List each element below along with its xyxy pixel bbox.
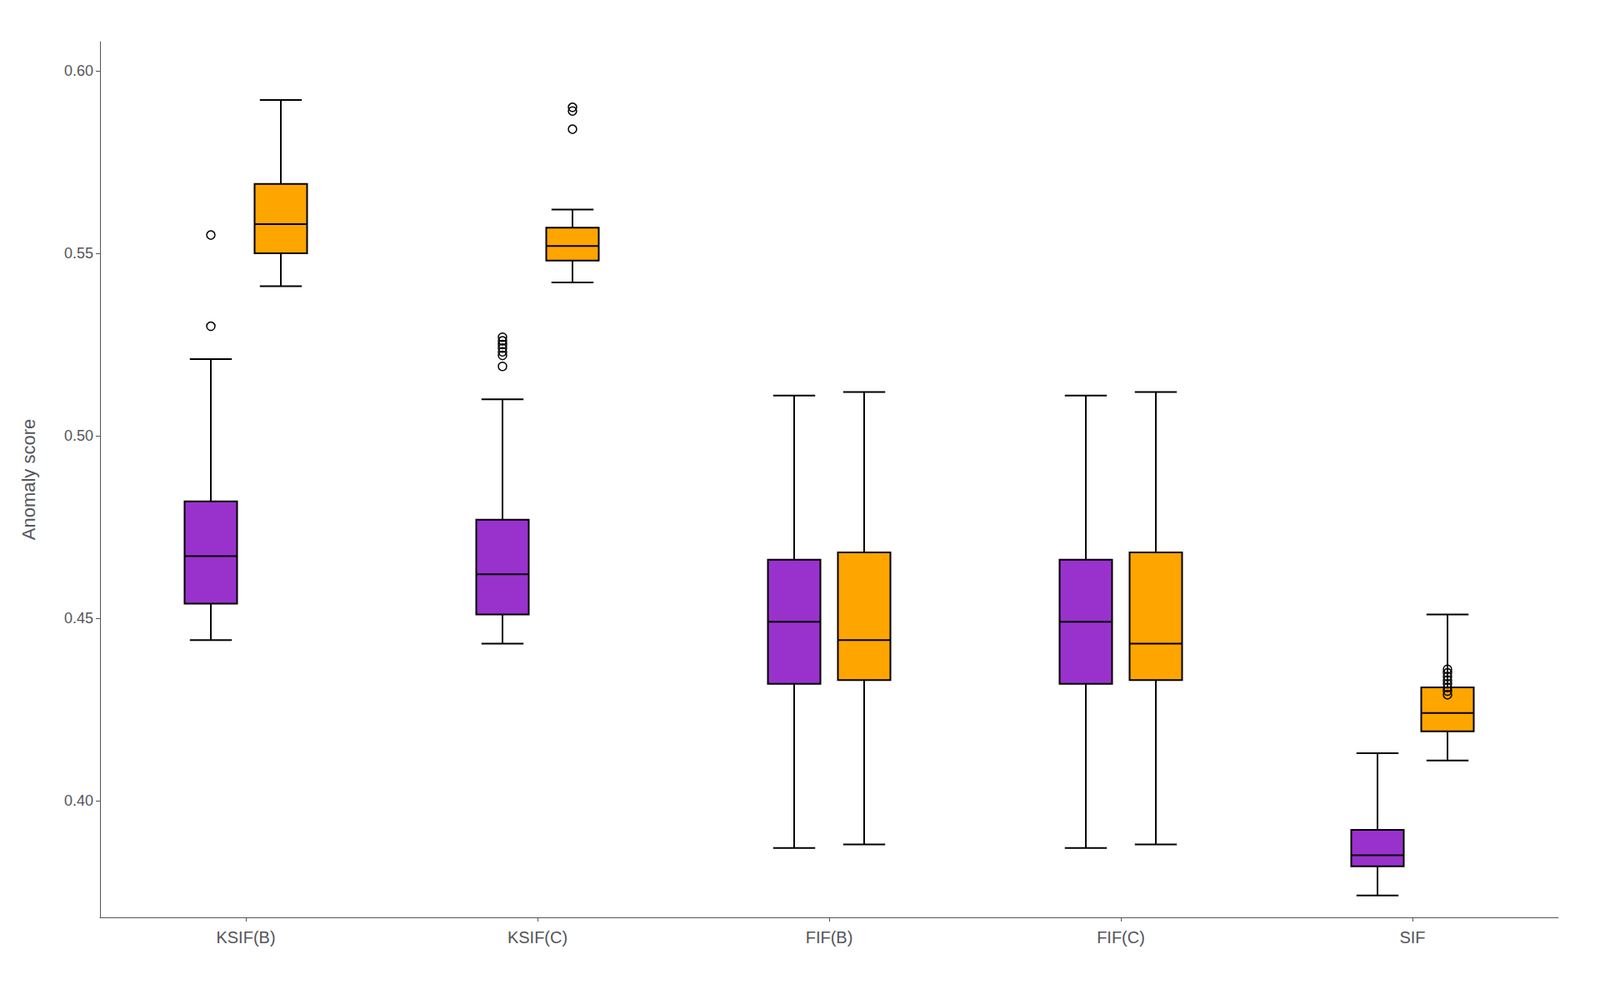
- svg-text:0.45: 0.45: [64, 610, 94, 627]
- svg-text:FIF(C): FIF(C): [1096, 928, 1145, 947]
- svg-text:SIF: SIF: [1399, 928, 1425, 947]
- svg-text:KSIF(B): KSIF(B): [215, 928, 275, 947]
- svg-text:0.40: 0.40: [64, 792, 94, 810]
- svg-text:0.55: 0.55: [64, 245, 94, 262]
- svg-text:Anomaly score: Anomaly score: [18, 419, 40, 541]
- svg-text:0.50: 0.50: [64, 427, 94, 445]
- svg-text:FIF(B): FIF(B): [805, 928, 854, 947]
- svg-text:KSIF(C): KSIF(C): [507, 928, 568, 947]
- svg-text:0.60: 0.60: [64, 62, 94, 80]
